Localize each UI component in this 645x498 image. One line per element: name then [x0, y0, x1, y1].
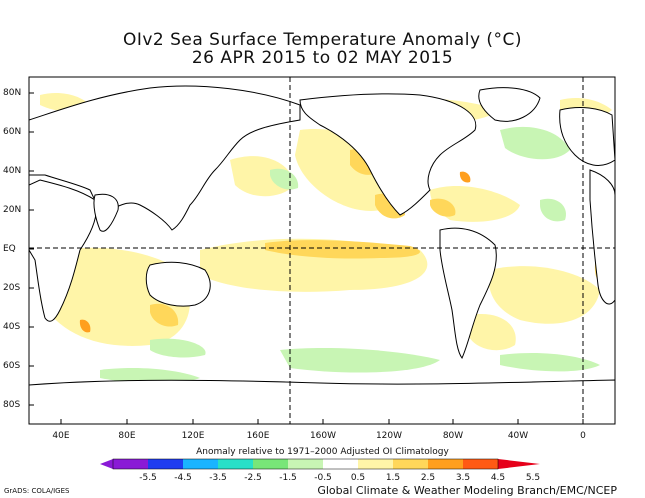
colorbar-label: -1.5	[279, 473, 297, 483]
cool-anomaly-patches	[100, 126, 600, 384]
colorbar-label: 5.5	[525, 473, 541, 483]
lon-label-80e: 80E	[118, 431, 136, 441]
lon-label-160w: 160W	[309, 431, 337, 441]
map-frame	[28, 76, 616, 425]
colorbar-label: 4.5	[490, 473, 506, 483]
lon-label-120e: 120E	[181, 431, 205, 441]
continent-outlines	[29, 85, 615, 424]
lon-label-40e: 40E	[52, 431, 70, 441]
colorbar-note: Anomaly relative to 1971–2000 Adjusted O…	[196, 447, 449, 457]
map-subtitle-date-range: 26 APR 2015 to 02 MAY 2015	[191, 48, 454, 68]
lon-label-0: 0	[580, 431, 586, 441]
colorbar-label: -5.5	[139, 473, 157, 483]
lat-label-80n: 80N	[3, 88, 22, 98]
greenland-landmass	[478, 87, 541, 122]
map-title: OIv2 Sea Surface Temperature Anomaly (°C…	[122, 30, 523, 50]
lat-label-eq: EQ	[3, 244, 16, 254]
grads-credit: GrADS: COLA/IGES	[4, 487, 70, 495]
lon-label-120w: 120W	[375, 431, 403, 441]
lat-ticks	[29, 92, 34, 406]
antarctica-landmass	[29, 379, 615, 424]
colorbar-label: -4.5	[174, 473, 192, 483]
colorbar-label: -2.5	[244, 473, 262, 483]
australia-landmass	[145, 261, 211, 307]
colorbar-label: -3.5	[209, 473, 227, 483]
colorbar-left-arrow	[100, 459, 113, 469]
north-america-landmass	[299, 93, 477, 216]
lon-label-80w: 80W	[442, 431, 464, 441]
lat-label-20n: 20N	[3, 205, 22, 215]
lat-label-60s: 60S	[3, 361, 21, 371]
lat-label-40n: 40N	[3, 166, 22, 176]
lon-label-160e: 160E	[246, 431, 270, 441]
lat-label-40s: 40S	[3, 322, 21, 332]
colorbar	[100, 458, 540, 470]
colorbar-label: 0.5	[350, 473, 366, 483]
colorbar-right-arrow	[498, 459, 540, 469]
lat-label-60n: 60N	[3, 127, 22, 137]
colorbar-label: -0.5	[314, 473, 332, 483]
ncep-credit: Global Climate & Weather Modeling Branch…	[317, 484, 617, 497]
lon-ticks	[60, 419, 584, 424]
colorbar-label: 3.5	[455, 473, 471, 483]
colorbar-label: 2.5	[420, 473, 436, 483]
colorbar-label: 1.5	[385, 473, 401, 483]
europe-landmass	[559, 107, 615, 166]
lat-label-20s: 20S	[3, 283, 21, 293]
africa-west-edge	[589, 169, 615, 305]
lon-label-40w: 40W	[507, 431, 529, 441]
south-america-landmass	[439, 227, 497, 359]
india-landmass	[93, 193, 119, 232]
lat-label-80s: 80S	[3, 400, 21, 410]
